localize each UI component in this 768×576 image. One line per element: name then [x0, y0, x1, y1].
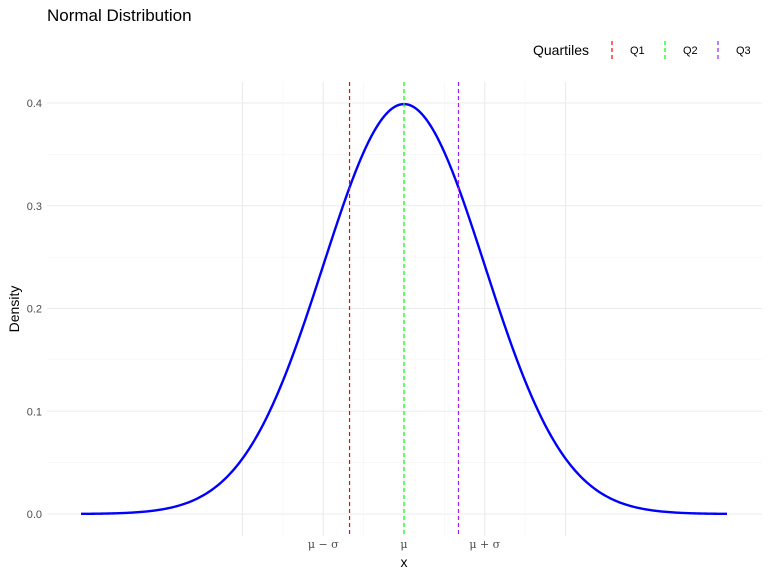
y-tick-label: 0.1: [27, 406, 42, 418]
y-tick-label: 0.0: [27, 509, 42, 521]
legend-entries: Q1 Q2 Q3: [611, 41, 751, 60]
x-axis-ticks: μ − σ μ μ + σ: [308, 538, 501, 551]
x-tick-label: μ: [400, 538, 407, 551]
y-axis-label: Density: [6, 286, 22, 333]
legend: Quartiles Q1 Q2 Q3: [533, 41, 751, 60]
y-tick-label: 0.2: [27, 304, 42, 316]
legend-title: Quartiles: [533, 42, 589, 58]
x-axis-label: x: [401, 554, 408, 570]
legend-label-q1: Q1: [630, 45, 645, 57]
chart-title: Normal Distribution: [47, 6, 192, 25]
y-tick-label: 0.3: [27, 201, 42, 213]
y-axis-ticks: 0.0 0.1 0.2 0.3 0.4: [27, 98, 42, 521]
legend-label-q3: Q3: [736, 45, 751, 57]
legend-label-q2: Q2: [683, 45, 698, 57]
x-tick-label: μ − σ: [308, 538, 339, 551]
quartile-lines: [348, 82, 460, 536]
x-tick-label: μ + σ: [469, 538, 500, 551]
y-tick-label: 0.4: [27, 98, 42, 110]
